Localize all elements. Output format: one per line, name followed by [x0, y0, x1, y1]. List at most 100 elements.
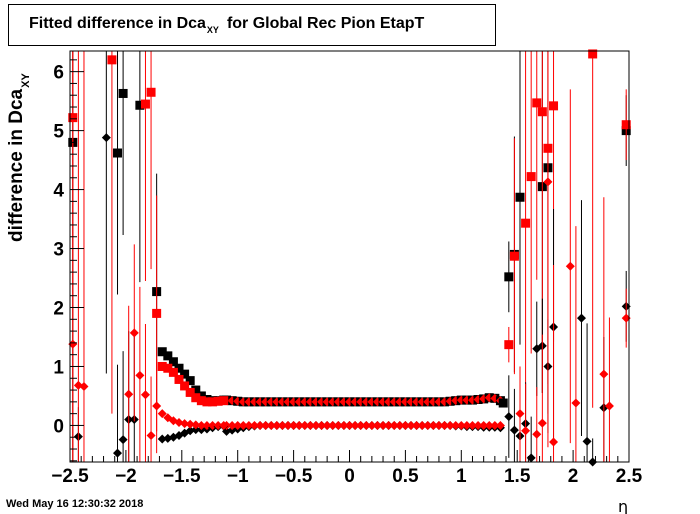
red-diamond-point: [412, 420, 422, 430]
black-square-point: [174, 363, 184, 373]
black-square-point: [163, 351, 173, 361]
red-square-point: [168, 367, 178, 377]
black-diamond-point: [526, 453, 536, 463]
red-diamond-point: [372, 420, 382, 430]
red-square-point: [208, 397, 218, 407]
x-tick-label: −2.5: [51, 466, 89, 487]
red-diamond-point: [244, 420, 254, 430]
x-axis-label: η: [618, 497, 628, 514]
red-square-point: [621, 120, 631, 130]
red-square-point: [549, 101, 559, 111]
red-square-point: [152, 308, 162, 318]
red-square-point: [140, 99, 150, 109]
red-diamond-point: [378, 420, 388, 430]
red-diamond-point: [406, 420, 416, 430]
red-diamond-point: [543, 177, 553, 187]
red-diamond-point: [515, 409, 525, 419]
x-tick-label: 0: [344, 466, 355, 487]
red-diamond-point: [549, 437, 559, 447]
red-square-point: [588, 49, 598, 59]
timestamp: Wed May 16 12:30:32 2018: [6, 498, 144, 510]
red-diamond-point: [484, 420, 494, 430]
red-diamond-point: [146, 430, 156, 440]
red-diamond-point: [490, 420, 500, 430]
red-diamond-point: [227, 420, 237, 430]
x-tick-label: −0.5: [275, 466, 313, 487]
red-diamond-point: [79, 382, 89, 392]
red-diamond-point: [339, 420, 349, 430]
x-tick-label: 2.5: [616, 466, 643, 487]
red-square-point: [532, 98, 542, 108]
red-square-point: [213, 396, 223, 406]
x-tick-label: 2: [568, 466, 579, 487]
red-square-point: [504, 340, 514, 350]
red-square-point: [163, 363, 173, 373]
red-diamond-point: [423, 420, 433, 430]
x-tick-label: −2: [115, 466, 137, 487]
red-square-point: [509, 251, 519, 261]
black-diamond-point: [504, 412, 514, 422]
red-square-point: [521, 218, 531, 228]
y-tick-label: 0: [53, 416, 64, 437]
red-square-point: [219, 396, 229, 406]
red-diamond-point: [532, 429, 542, 439]
chart-title: Fitted difference in DcaXY for Global Rec…: [29, 15, 425, 35]
red-diamond-point: [384, 420, 394, 430]
red-diamond-point: [521, 426, 531, 436]
red-diamond-point: [473, 420, 483, 430]
red-diamond-point: [311, 420, 321, 430]
black-diamond-point: [191, 425, 201, 435]
black-diamond-point: [113, 448, 123, 458]
red-diamond-point: [356, 420, 366, 430]
red-diamond-point: [361, 420, 371, 430]
red-square-point: [157, 361, 167, 371]
red-square-point: [202, 397, 212, 407]
x-tick-label: −1: [227, 466, 249, 487]
black-diamond-point: [101, 133, 111, 143]
red-diamond-point: [456, 420, 466, 430]
x-tick-label: −1.5: [163, 466, 201, 487]
black-square-point: [498, 398, 508, 408]
black-square-point: [191, 385, 201, 395]
red-square-point: [196, 396, 206, 406]
red-diamond-point: [571, 398, 581, 408]
x-tick-label: 1.5: [504, 466, 531, 487]
red-diamond-point: [261, 420, 271, 430]
axes: −2.5 −2 −1.5 −1 −0.5 0 0.5 1 1.5 2 2.5 0 1 2 3 4 5 6: [51, 59, 643, 487]
red-diamond-point: [68, 339, 78, 349]
red-diamond-point: [266, 420, 276, 430]
red-diamond-point: [350, 420, 360, 430]
red-diamond-point: [395, 420, 405, 430]
red-diamond-point: [272, 420, 282, 430]
red-diamond-point: [345, 420, 354, 430]
red-diamond-point: [135, 370, 145, 380]
y-tick-label: 2: [53, 299, 64, 320]
red-diamond-point: [289, 420, 299, 430]
red-diamond-point: [467, 420, 477, 430]
red-diamond-point: [196, 420, 206, 430]
red-square-point: [191, 393, 201, 403]
black-diamond-point: [118, 435, 128, 445]
black-square-point: [180, 369, 190, 379]
red-diamond-point: [157, 409, 167, 419]
black-diamond-point: [576, 313, 586, 323]
red-diamond-point: [283, 420, 293, 430]
red-diamond-point: [367, 420, 377, 430]
red-diamond-point: [129, 328, 139, 338]
red-diamond-point: [213, 420, 223, 430]
red-diamond-point: [305, 420, 315, 430]
black-diamond-point: [582, 436, 592, 446]
x-tick-label: 0.5: [392, 466, 419, 487]
black-square-point: [135, 100, 145, 110]
title-box: Fitted difference in DcaXY for Global Rec…: [8, 4, 496, 46]
y-tick-label: 5: [53, 122, 64, 143]
red-diamond-point: [152, 401, 162, 411]
red-diamond-point: [322, 420, 332, 430]
red-diamond-point: [328, 420, 338, 430]
red-square-point: [180, 381, 190, 391]
red-diamond-point: [317, 420, 327, 430]
red-diamond-point: [537, 418, 547, 428]
x-tick-label: 1: [456, 466, 467, 487]
black-square-point: [515, 192, 525, 202]
black-square-point: [118, 88, 128, 98]
